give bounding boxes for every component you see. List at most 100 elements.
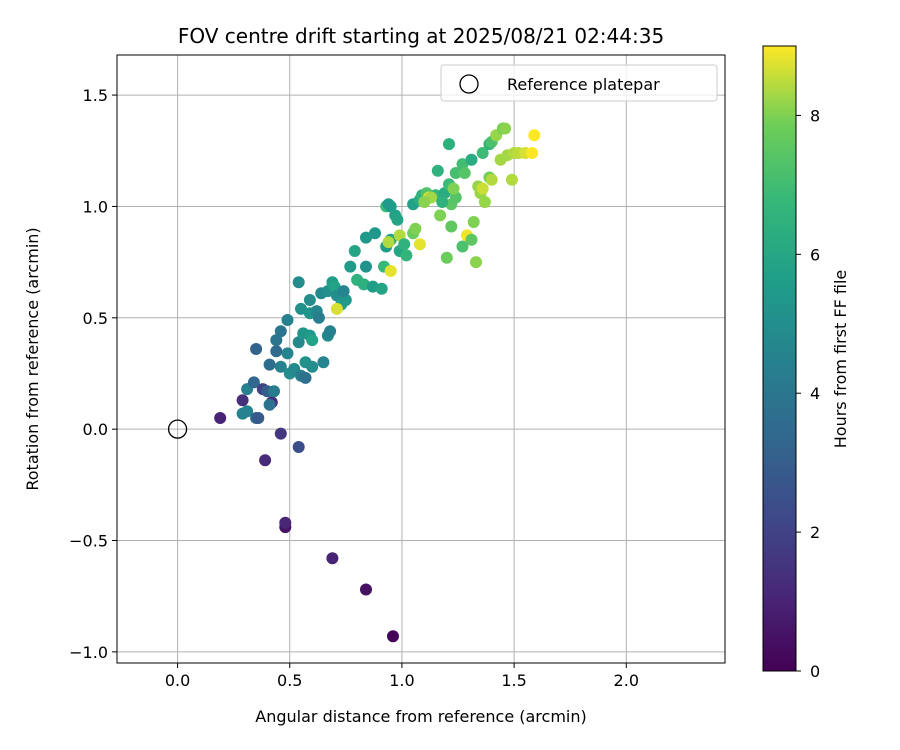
data-point bbox=[337, 285, 350, 298]
data-point bbox=[270, 334, 283, 347]
legend-entry-reference: Reference platepar bbox=[507, 75, 660, 94]
data-point bbox=[312, 311, 325, 324]
legend: Reference platepar bbox=[440, 64, 718, 102]
x-tick-label: 1.0 bbox=[389, 671, 414, 690]
data-point bbox=[505, 173, 518, 186]
data-point bbox=[281, 314, 294, 326]
data-point bbox=[263, 358, 276, 371]
data-point bbox=[326, 552, 339, 565]
data-point bbox=[270, 345, 283, 358]
legend-box bbox=[440, 64, 718, 102]
data-point bbox=[440, 251, 453, 264]
reference-point-marker bbox=[167, 419, 188, 439]
data-point bbox=[259, 454, 272, 467]
data-point bbox=[317, 356, 330, 369]
data-point bbox=[292, 336, 305, 349]
colorbar-tick-label: 0 bbox=[810, 662, 820, 681]
data-point bbox=[344, 260, 357, 273]
data-point bbox=[387, 630, 399, 643]
data-point bbox=[268, 385, 280, 398]
grid bbox=[117, 55, 725, 663]
x-tick-label: 0.0 bbox=[165, 671, 190, 690]
x-axis-ticks: 0.0 0.5 1.0 1.5 2.0 bbox=[165, 663, 639, 690]
data-point bbox=[436, 196, 449, 208]
data-point bbox=[292, 441, 305, 453]
data-point bbox=[470, 256, 482, 269]
data-point bbox=[274, 427, 287, 440]
data-point bbox=[398, 238, 411, 251]
data-point bbox=[528, 129, 541, 142]
data-point bbox=[391, 213, 404, 226]
x-axis-label: Angular distance from reference (arcmin) bbox=[255, 707, 586, 726]
data-point bbox=[478, 196, 491, 208]
data-point bbox=[357, 278, 370, 291]
data-point bbox=[295, 302, 307, 315]
y-axis-label: Rotation from reference (arcmin) bbox=[23, 227, 42, 490]
data-point bbox=[330, 302, 343, 315]
data-point bbox=[382, 236, 395, 249]
data-point bbox=[456, 240, 469, 253]
data-point bbox=[369, 227, 381, 240]
data-point bbox=[384, 265, 397, 277]
colorbar-label: Hours from first FF file bbox=[831, 270, 850, 449]
colorbar-tick-label: 8 bbox=[810, 106, 820, 125]
y-tick-label: −1.0 bbox=[69, 643, 108, 662]
data-point bbox=[447, 182, 460, 195]
data-point bbox=[274, 360, 287, 373]
data-point bbox=[467, 216, 480, 228]
data-point bbox=[476, 147, 489, 159]
data-points bbox=[214, 122, 541, 643]
data-point bbox=[443, 138, 455, 151]
y-tick-label: 0.5 bbox=[83, 309, 108, 328]
data-point bbox=[274, 325, 287, 338]
y-axis-ticks: −1.0 −0.5 0.0 0.5 1.0 1.5 bbox=[69, 86, 117, 662]
x-tick-label: 2.0 bbox=[614, 671, 639, 690]
data-point bbox=[384, 200, 397, 213]
data-point bbox=[445, 220, 458, 233]
data-point bbox=[324, 325, 337, 338]
data-point bbox=[360, 583, 372, 596]
data-point bbox=[476, 182, 489, 195]
data-point bbox=[348, 245, 361, 257]
data-point bbox=[247, 376, 260, 389]
data-point bbox=[375, 282, 388, 295]
legend-marker-icon bbox=[459, 74, 479, 94]
data-point bbox=[236, 394, 249, 407]
data-point bbox=[449, 167, 462, 179]
data-point bbox=[409, 222, 422, 235]
data-point bbox=[281, 347, 294, 360]
y-tick-label: 1.0 bbox=[83, 197, 108, 216]
data-point bbox=[252, 412, 265, 424]
data-point bbox=[306, 360, 319, 373]
data-point bbox=[418, 196, 431, 208]
data-point bbox=[526, 147, 539, 159]
data-point bbox=[458, 167, 471, 179]
plot-frame bbox=[116, 54, 726, 664]
data-point bbox=[360, 260, 372, 273]
data-point bbox=[400, 249, 413, 262]
colorbar-tick-label: 4 bbox=[810, 384, 820, 403]
y-tick-label: 0.0 bbox=[83, 420, 108, 439]
data-point bbox=[279, 516, 292, 529]
y-tick-label: −0.5 bbox=[69, 532, 108, 551]
colorbar: 0 2 4 6 8 Hours from first FF file bbox=[762, 45, 850, 681]
data-point bbox=[431, 164, 444, 177]
colorbar-tick-label: 2 bbox=[810, 523, 820, 542]
data-point bbox=[485, 173, 498, 186]
data-point bbox=[241, 405, 254, 418]
data-point bbox=[299, 371, 312, 384]
data-point bbox=[434, 209, 447, 222]
data-point bbox=[263, 398, 276, 411]
data-point bbox=[303, 294, 316, 306]
data-point bbox=[413, 238, 426, 251]
data-point bbox=[360, 231, 372, 244]
data-point bbox=[465, 233, 478, 246]
y-tick-label: 1.5 bbox=[83, 86, 108, 105]
data-point bbox=[292, 276, 305, 289]
x-tick-label: 0.5 bbox=[277, 671, 302, 690]
colorbar-gradient bbox=[762, 45, 797, 672]
data-point bbox=[499, 122, 512, 135]
data-point bbox=[465, 153, 478, 166]
data-point bbox=[214, 412, 227, 424]
